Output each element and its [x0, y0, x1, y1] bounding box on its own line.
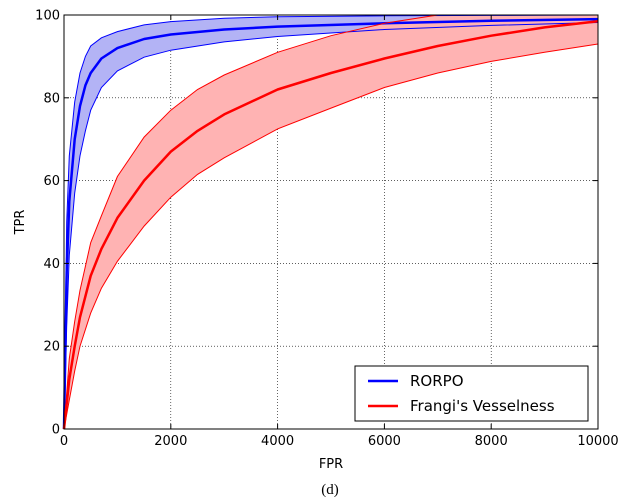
band-lower-frangi — [63, 43, 599, 430]
series-line-frangi — [62, 19, 599, 430]
x-axis-label: FPR — [319, 457, 343, 472]
plot-frame — [63, 14, 599, 430]
y-tick-label: 60 — [43, 174, 60, 189]
x-tick-label: 4000 — [261, 434, 294, 449]
legend: RORPO Frangi's Vesselness — [354, 365, 589, 422]
band-upper-rorpo — [63, 14, 599, 430]
band-rorpo — [64, 15, 598, 429]
axis-ticks: 0 2000 4000 6000 8000 10000 0 20 40 60 80 100 — [35, 9, 619, 450]
series-lines — [62, 14, 599, 430]
y-axis-label: TPR — [13, 210, 28, 236]
x-tick-label: 8000 — [475, 434, 508, 449]
x-tick-label: 0 — [60, 434, 68, 449]
x-tick-label: 2000 — [154, 434, 187, 449]
y-tick-label: 100 — [35, 9, 60, 24]
figure-caption: (d) — [321, 482, 339, 498]
legend-box — [354, 365, 589, 422]
y-tick-label: 80 — [43, 91, 60, 106]
legend-label-rorpo: RORPO — [410, 372, 464, 390]
y-tick-label: 40 — [43, 257, 60, 272]
band-frangi — [64, 15, 598, 429]
y-tick-label: 20 — [43, 340, 60, 355]
x-tick-label: 10000 — [577, 434, 618, 449]
legend-label-frangi: Frangi's Vesselness — [410, 397, 555, 415]
confidence-bands — [64, 15, 598, 429]
y-tick-label: 0 — [52, 423, 60, 438]
x-tick-label: 6000 — [368, 434, 401, 449]
band-lower-rorpo — [63, 22, 599, 430]
series-line-rorpo — [62, 17, 599, 430]
